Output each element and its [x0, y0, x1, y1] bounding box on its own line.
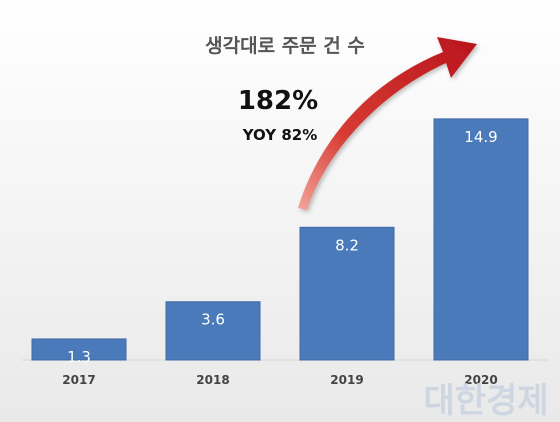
- bars-group: 1.3 2017 3.6 2018 8.2 2019 14.9 2020: [31, 118, 529, 387]
- yoy-label: YOY 82%: [242, 126, 318, 144]
- data-label-2019: 8.2: [335, 236, 359, 254]
- bar-2018: [165, 301, 261, 361]
- x-tick-label-2019: 2019: [330, 373, 363, 387]
- bar-2020: [433, 118, 529, 361]
- chart-title: 생각대로 주문 건 수: [205, 35, 365, 57]
- data-label-2017: 1.3: [67, 348, 91, 366]
- x-tick-label-2017: 2017: [62, 373, 95, 387]
- growth-arrow: [298, 37, 477, 210]
- x-tick-label-2020: 2020: [464, 373, 497, 387]
- bar-2019: [299, 226, 395, 361]
- growth-percent-label: 182%: [238, 86, 318, 116]
- x-tick-label-2018: 2018: [196, 373, 229, 387]
- data-label-2020: 14.9: [464, 128, 497, 146]
- data-label-2018: 3.6: [201, 311, 225, 329]
- bar-2017: [31, 338, 127, 361]
- watermark-logo: 대한경제: [423, 381, 548, 421]
